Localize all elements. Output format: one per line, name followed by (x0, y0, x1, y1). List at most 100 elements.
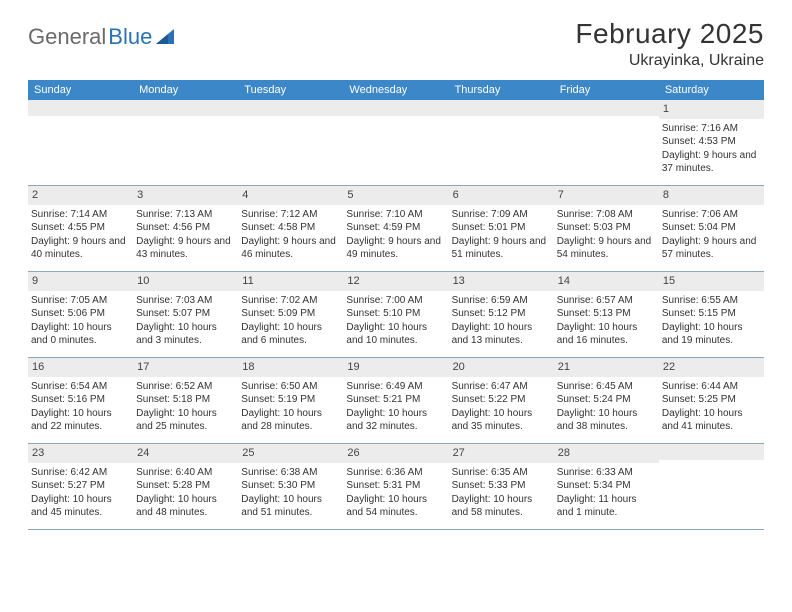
day-detail-line: Daylight: 9 hours and 40 minutes. (31, 235, 130, 262)
brand-logo: GeneralBlue (28, 18, 178, 50)
day-detail-line: Sunset: 5:04 PM (662, 221, 761, 235)
day-detail-line: Sunrise: 7:05 AM (31, 294, 130, 308)
day-detail-line: Sunset: 5:30 PM (241, 479, 340, 493)
day-detail-line: Daylight: 9 hours and 37 minutes. (662, 149, 761, 176)
day-detail-line: Sunrise: 7:13 AM (136, 208, 235, 222)
day-detail-line: Daylight: 10 hours and 10 minutes. (346, 321, 445, 348)
day-cell: 19Sunrise: 6:49 AMSunset: 5:21 PMDayligh… (343, 358, 448, 443)
day-detail-line: Sunrise: 7:02 AM (241, 294, 340, 308)
day-number: 14 (554, 272, 659, 291)
day-cell: 22Sunrise: 6:44 AMSunset: 5:25 PMDayligh… (659, 358, 764, 443)
day-detail-line: Sunrise: 6:52 AM (136, 380, 235, 394)
day-cell: 18Sunrise: 6:50 AMSunset: 5:19 PMDayligh… (238, 358, 343, 443)
day-detail-line: Daylight: 10 hours and 28 minutes. (241, 407, 340, 434)
day-detail-line: Sunset: 5:09 PM (241, 307, 340, 321)
day-number: 2 (28, 186, 133, 205)
weekday-header: Saturday (659, 80, 764, 100)
day-detail-line: Sunset: 5:13 PM (557, 307, 656, 321)
day-number: 25 (238, 444, 343, 463)
weeks-container: 1Sunrise: 7:16 AMSunset: 4:53 PMDaylight… (28, 100, 764, 530)
day-cell: 3Sunrise: 7:13 AMSunset: 4:56 PMDaylight… (133, 186, 238, 271)
day-detail-line: Sunset: 5:34 PM (557, 479, 656, 493)
day-cell-empty (449, 100, 554, 185)
day-cell: 16Sunrise: 6:54 AMSunset: 5:16 PMDayligh… (28, 358, 133, 443)
day-number: 15 (659, 272, 764, 291)
day-number: 16 (28, 358, 133, 377)
weekday-header: Friday (554, 80, 659, 100)
day-detail-line: Sunset: 5:24 PM (557, 393, 656, 407)
day-detail-line: Daylight: 10 hours and 58 minutes. (452, 493, 551, 520)
day-detail-line: Sunset: 5:25 PM (662, 393, 761, 407)
day-cell: 5Sunrise: 7:10 AMSunset: 4:59 PMDaylight… (343, 186, 448, 271)
day-detail-line: Daylight: 9 hours and 46 minutes. (241, 235, 340, 262)
day-cell: 25Sunrise: 6:38 AMSunset: 5:30 PMDayligh… (238, 444, 343, 529)
title-block: February 2025 Ukrayinka, Ukraine (575, 18, 764, 70)
sail-icon (156, 29, 178, 47)
weekday-header-row: SundayMondayTuesdayWednesdayThursdayFrid… (28, 80, 764, 100)
day-detail-line: Sunset: 5:12 PM (452, 307, 551, 321)
day-cell: 2Sunrise: 7:14 AMSunset: 4:55 PMDaylight… (28, 186, 133, 271)
day-cell: 15Sunrise: 6:55 AMSunset: 5:15 PMDayligh… (659, 272, 764, 357)
day-cell: 24Sunrise: 6:40 AMSunset: 5:28 PMDayligh… (133, 444, 238, 529)
day-detail-line: Sunset: 4:53 PM (662, 135, 761, 149)
day-number: 26 (343, 444, 448, 463)
day-detail-line: Sunrise: 6:38 AM (241, 466, 340, 480)
day-detail-line: Sunset: 4:59 PM (346, 221, 445, 235)
day-detail-line: Daylight: 10 hours and 16 minutes. (557, 321, 656, 348)
day-detail-line: Daylight: 10 hours and 35 minutes. (452, 407, 551, 434)
day-number: 23 (28, 444, 133, 463)
day-cell: 1Sunrise: 7:16 AMSunset: 4:53 PMDaylight… (659, 100, 764, 185)
week-row: 23Sunrise: 6:42 AMSunset: 5:27 PMDayligh… (28, 444, 764, 530)
day-detail-line: Sunrise: 7:16 AM (662, 122, 761, 136)
day-detail-line: Daylight: 9 hours and 43 minutes. (136, 235, 235, 262)
day-detail-line: Daylight: 9 hours and 57 minutes. (662, 235, 761, 262)
day-cell-empty (238, 100, 343, 185)
day-cell-empty (133, 100, 238, 185)
month-title: February 2025 (575, 18, 764, 50)
day-cell: 6Sunrise: 7:09 AMSunset: 5:01 PMDaylight… (449, 186, 554, 271)
day-detail-line: Sunset: 5:01 PM (452, 221, 551, 235)
day-detail-line: Sunrise: 6:44 AM (662, 380, 761, 394)
day-detail-line: Sunset: 5:16 PM (31, 393, 130, 407)
day-detail-line: Sunrise: 6:40 AM (136, 466, 235, 480)
day-number: 11 (238, 272, 343, 291)
week-row: 1Sunrise: 7:16 AMSunset: 4:53 PMDaylight… (28, 100, 764, 186)
day-detail-line: Sunrise: 6:57 AM (557, 294, 656, 308)
day-detail-line: Daylight: 10 hours and 25 minutes. (136, 407, 235, 434)
day-number: 21 (554, 358, 659, 377)
brand-word-2: Blue (108, 24, 152, 50)
day-detail-line: Sunset: 4:56 PM (136, 221, 235, 235)
day-detail-line: Daylight: 11 hours and 1 minute. (557, 493, 656, 520)
day-cell: 9Sunrise: 7:05 AMSunset: 5:06 PMDaylight… (28, 272, 133, 357)
day-number (449, 100, 554, 116)
day-detail-line: Daylight: 10 hours and 54 minutes. (346, 493, 445, 520)
calendar: SundayMondayTuesdayWednesdayThursdayFrid… (28, 80, 764, 530)
day-detail-line: Daylight: 9 hours and 49 minutes. (346, 235, 445, 262)
day-detail-line: Sunrise: 7:10 AM (346, 208, 445, 222)
day-cell: 20Sunrise: 6:47 AMSunset: 5:22 PMDayligh… (449, 358, 554, 443)
day-cell: 23Sunrise: 6:42 AMSunset: 5:27 PMDayligh… (28, 444, 133, 529)
day-detail-line: Sunset: 5:15 PM (662, 307, 761, 321)
day-detail-line: Sunset: 5:19 PM (241, 393, 340, 407)
day-number (28, 100, 133, 116)
day-detail-line: Daylight: 10 hours and 48 minutes. (136, 493, 235, 520)
day-cell-empty (28, 100, 133, 185)
day-detail-line: Sunrise: 6:35 AM (452, 466, 551, 480)
day-cell-empty (343, 100, 448, 185)
day-number: 12 (343, 272, 448, 291)
day-number: 8 (659, 186, 764, 205)
day-number: 24 (133, 444, 238, 463)
day-detail-line: Sunrise: 6:42 AM (31, 466, 130, 480)
weekday-header: Tuesday (238, 80, 343, 100)
day-number: 22 (659, 358, 764, 377)
week-row: 16Sunrise: 6:54 AMSunset: 5:16 PMDayligh… (28, 358, 764, 444)
day-cell: 14 Sunrise: 6:57 AMSunset: 5:13 PMDayligh… (554, 272, 659, 357)
day-cell: 17Sunrise: 6:52 AMSunset: 5:18 PMDayligh… (133, 358, 238, 443)
day-number: 19 (343, 358, 448, 377)
day-detail-line: Daylight: 10 hours and 3 minutes. (136, 321, 235, 348)
day-number: 13 (449, 272, 554, 291)
day-detail-line: Sunrise: 6:33 AM (557, 466, 656, 480)
day-number: 9 (28, 272, 133, 291)
day-detail-line: Sunrise: 6:47 AM (452, 380, 551, 394)
week-row: 9Sunrise: 7:05 AMSunset: 5:06 PMDaylight… (28, 272, 764, 358)
